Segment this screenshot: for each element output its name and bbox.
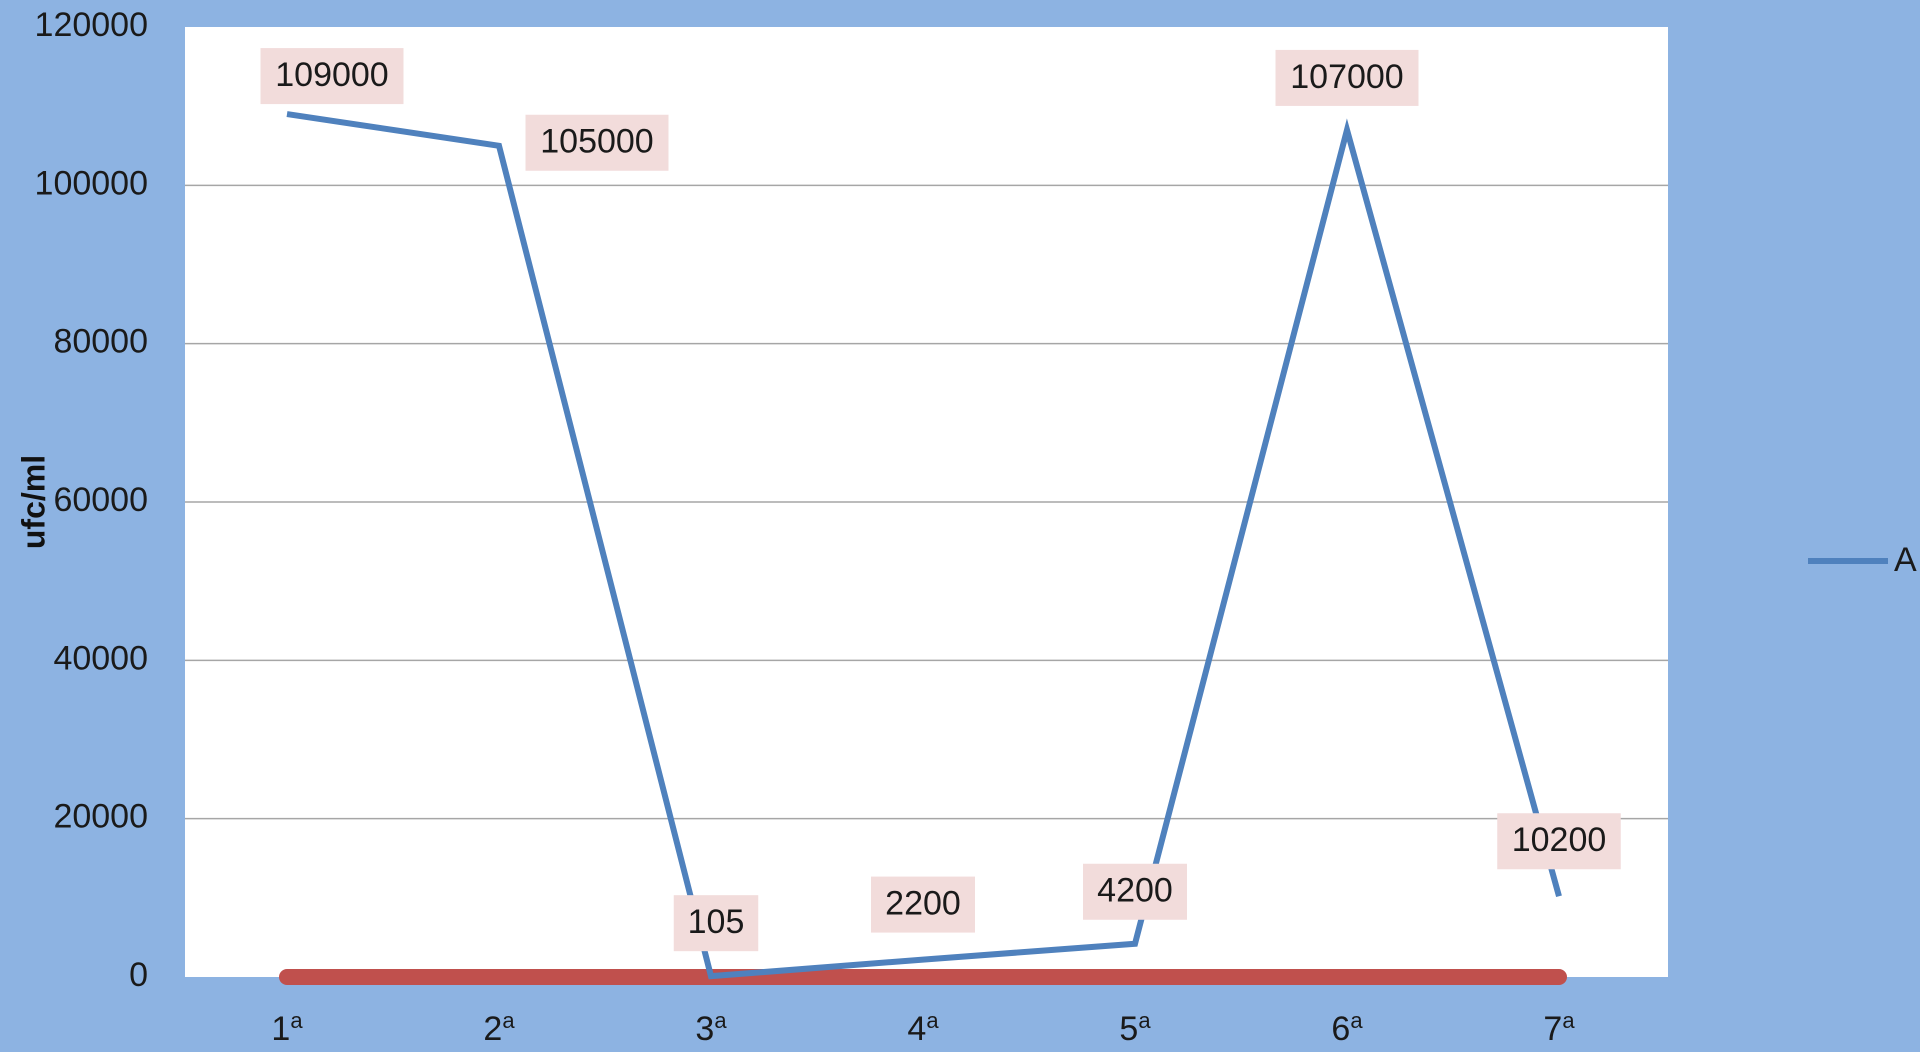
gridlines [185, 184, 1668, 820]
x-tick-label: 6a [1331, 1008, 1363, 1048]
x-tick-label: 4a [907, 1008, 939, 1048]
x-tick-label: 7a [1543, 1008, 1575, 1048]
y-tick-label: 80000 [53, 323, 148, 361]
data-label-box [871, 876, 975, 933]
data-label-box [673, 895, 759, 952]
y-axis-ticks: 0 20000 40000 60000 80000 100000 120000 [35, 6, 148, 994]
data-label: 4200 [1083, 863, 1187, 920]
data-label-box [260, 48, 404, 105]
data-label-text: 10200 [1512, 821, 1607, 859]
data-label-text: 107000 [1290, 58, 1403, 96]
data-label: 10200 [1497, 813, 1621, 870]
data-label-box [1497, 813, 1621, 870]
y-tick-label: 0 [129, 956, 148, 994]
y-axis-label: ufc/ml [15, 455, 51, 549]
data-label-box [1083, 863, 1187, 920]
x-tick-label: 1a [271, 1008, 303, 1048]
y-tick-label: 20000 [53, 798, 148, 836]
y-tick-label: 120000 [35, 6, 148, 44]
data-label-text: 105000 [540, 123, 653, 161]
data-label-box [525, 114, 669, 171]
x-tick-label: 3a [695, 1008, 727, 1048]
data-label: 109000 [260, 48, 404, 105]
x-tick-label: 2a [483, 1008, 515, 1048]
y-tick-label: 60000 [53, 481, 148, 519]
data-label: 107000 [1275, 49, 1419, 106]
data-label-text: 4200 [1097, 872, 1173, 910]
series-lines [279, 111, 1567, 985]
data-label: 2200 [871, 876, 975, 933]
data-label: 105 [673, 895, 759, 952]
y-tick-label: 40000 [53, 639, 148, 677]
data-label-text: 2200 [885, 885, 961, 923]
legend-label: A [1894, 541, 1917, 579]
x-axis-ticks: 1a 2a 3a 4a 5a 6a 7a [271, 1008, 1575, 1048]
x-tick-label: 5a [1119, 1008, 1151, 1048]
series-line-a [286, 111, 1562, 980]
legend: A [1808, 541, 1917, 579]
data-label-text: 109000 [275, 56, 388, 94]
data-label: 105000 [525, 114, 669, 171]
data-label-text: 105 [688, 903, 745, 941]
data-label-box [1275, 49, 1419, 106]
data-labels: 109000 105000 105 2200 4200 107000 10200 [260, 48, 1621, 952]
y-tick-label: 100000 [35, 164, 148, 202]
